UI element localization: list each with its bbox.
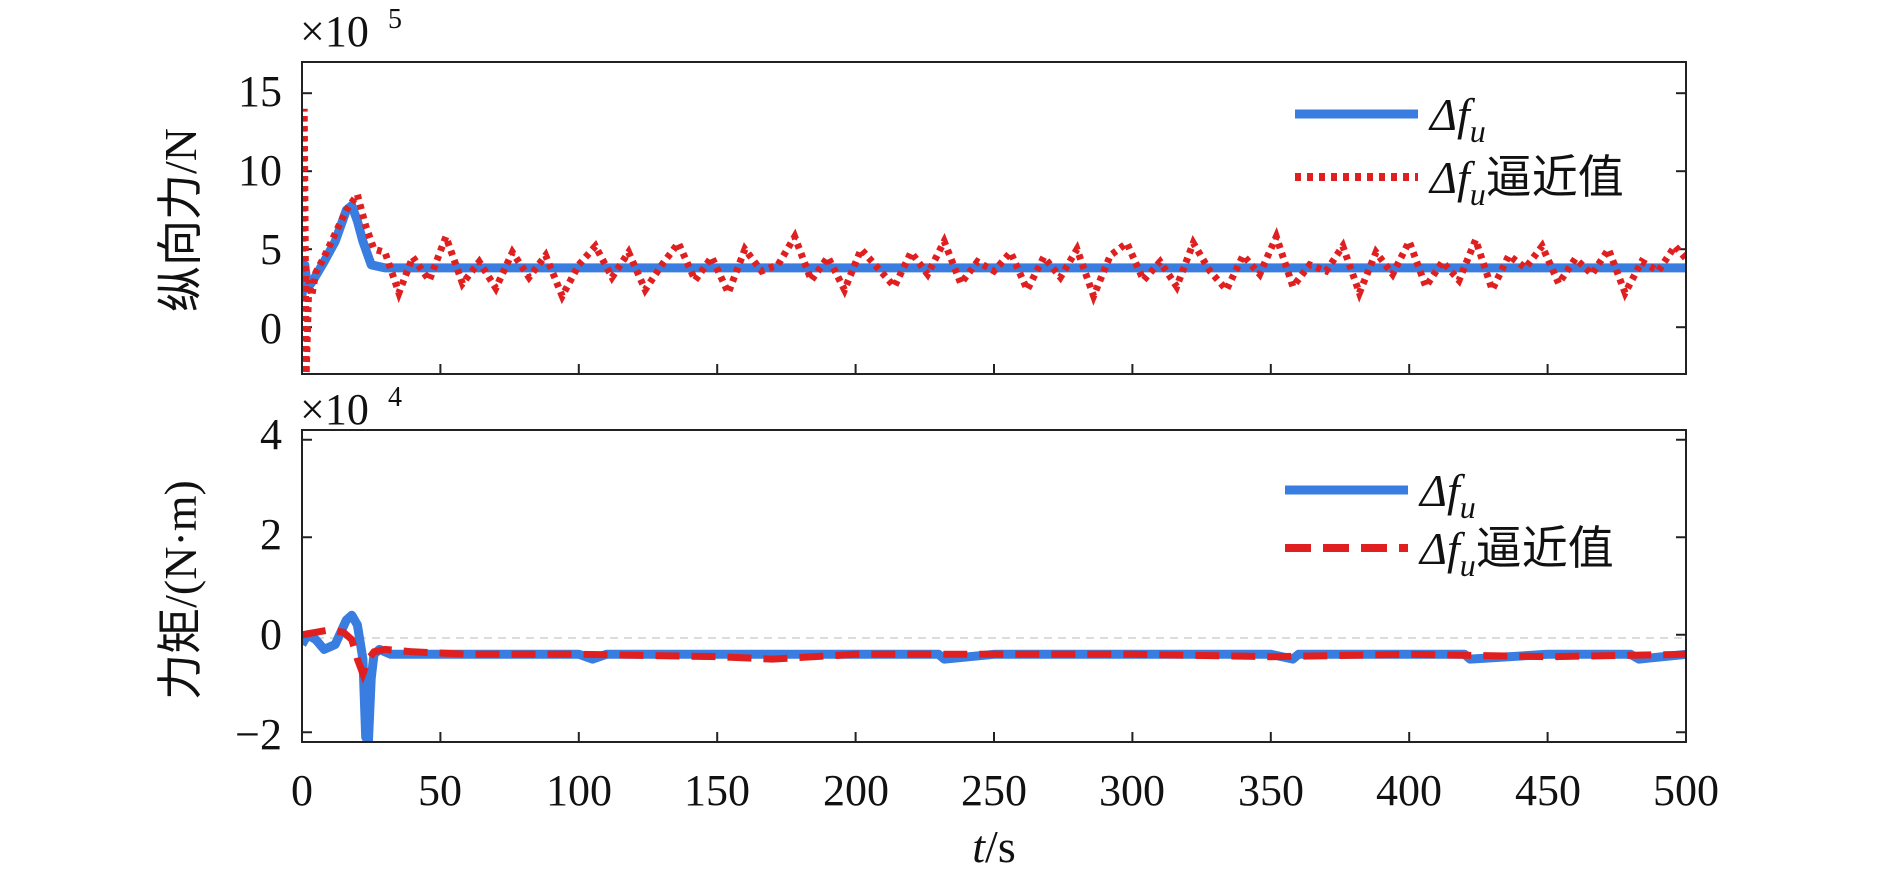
top-chart: ×10 5 纵向力/N 0 5 10 15 Δfu Δfu逼近值 (155, 4, 1687, 375)
x-tick-label: 0 (291, 766, 313, 815)
top-series-delta-fu-line (302, 201, 1686, 297)
top-y-tick-label: 5 (260, 225, 282, 274)
bottom-legend-label-delta-fu-approx: Δfu逼近值 (1418, 523, 1614, 583)
bottom-y-tick-labels: −2 0 2 4 (235, 410, 282, 759)
top-y-multiplier-base: ×10 (300, 7, 369, 56)
bottom-y-tick-label: 0 (260, 610, 282, 659)
bottom-legend-label-delta-fu: Δfu (1418, 465, 1476, 525)
x-axis-label: t/s (972, 821, 1015, 872)
bottom-plot-area (302, 610, 1686, 742)
x-tick-label: 350 (1238, 766, 1304, 815)
x-tick-label: 50 (418, 766, 462, 815)
top-legend: Δfu Δfu逼近值 (1295, 89, 1624, 212)
bottom-y-axis-label: 力矩/(N·m) (155, 480, 206, 700)
top-y-tick-labels: 0 5 10 15 (238, 67, 282, 353)
bottom-axes-frame (301, 429, 1687, 743)
top-legend-label-delta-fu: Δfu (1428, 89, 1486, 149)
x-tick-labels: 0 50 100 150 200 250 300 350 400 450 500 (291, 766, 1719, 815)
x-tick-label: 200 (823, 766, 889, 815)
x-tick-label: 500 (1653, 766, 1719, 815)
top-plot-area (302, 108, 1686, 374)
bottom-chart: ×10 4 力矩/(N·m) −2 0 2 4 Δfu Δfu逼近值 0 50 … (155, 382, 1719, 872)
top-y-tick-label: 10 (238, 146, 282, 195)
x-tick-label: 400 (1376, 766, 1442, 815)
top-y-tick-label: 15 (238, 67, 282, 116)
x-tick-label: 250 (961, 766, 1027, 815)
top-series-delta-fu-approx-line (302, 108, 1686, 374)
x-tick-label: 150 (684, 766, 750, 815)
bottom-series-delta-fu-line (302, 610, 1686, 742)
x-tick-label: 450 (1515, 766, 1581, 815)
bottom-y-multiplier-base: ×10 (300, 385, 369, 434)
bottom-tick-marks (301, 438, 1687, 742)
top-y-tick-label: 0 (260, 304, 282, 353)
bottom-y-tick-label: 2 (260, 510, 282, 559)
top-legend-label-delta-fu-approx: Δfu逼近值 (1428, 152, 1624, 212)
top-axes-frame (301, 61, 1687, 375)
top-y-multiplier-exponent: 5 (388, 4, 402, 35)
bottom-y-tick-label: −2 (235, 710, 282, 759)
top-y-axis-label: 纵向力/N (155, 128, 206, 312)
bottom-y-tick-label: 4 (260, 410, 282, 459)
x-tick-label: 100 (546, 766, 612, 815)
x-tick-label: 300 (1099, 766, 1165, 815)
bottom-legend: Δfu Δfu逼近值 (1285, 465, 1614, 583)
bottom-y-multiplier-exponent: 4 (388, 382, 402, 413)
bottom-series-delta-fu-approx-line (302, 626, 1686, 684)
